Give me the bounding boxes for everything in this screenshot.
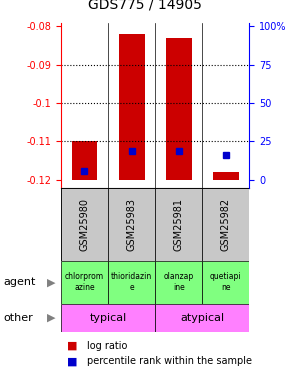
Text: other: other [3, 313, 33, 323]
Text: thioridazin
e: thioridazin e [111, 273, 152, 292]
Bar [155, 188, 202, 261]
Bar [61, 261, 108, 304]
Text: GSM25983: GSM25983 [127, 198, 137, 250]
Text: ▶: ▶ [46, 313, 55, 323]
Text: atypical: atypical [180, 313, 224, 323]
Text: ▶: ▶ [46, 277, 55, 287]
Bar [108, 188, 155, 261]
Text: ■: ■ [67, 340, 77, 351]
Bar [61, 188, 108, 261]
Bar [202, 188, 249, 261]
Text: percentile rank within the sample: percentile rank within the sample [87, 356, 252, 366]
Bar [213, 172, 239, 180]
Bar [61, 188, 249, 261]
Text: olanzap
ine: olanzap ine [164, 273, 194, 292]
Bar [166, 38, 192, 180]
Text: quetiapi
ne: quetiapi ne [210, 273, 242, 292]
Text: typical: typical [89, 313, 127, 323]
Text: log ratio: log ratio [87, 340, 127, 351]
Text: agent: agent [3, 277, 35, 287]
Text: GSM25980: GSM25980 [79, 198, 89, 250]
Bar [108, 261, 155, 304]
Text: chlorprom
azine: chlorprom azine [65, 273, 104, 292]
Text: GSM25982: GSM25982 [221, 198, 231, 250]
Text: GSM25981: GSM25981 [174, 198, 184, 250]
Bar [61, 304, 155, 332]
Text: ■: ■ [67, 356, 77, 366]
Bar [119, 34, 144, 180]
Bar [155, 304, 249, 332]
Text: GDS775 / 14905: GDS775 / 14905 [88, 0, 202, 11]
Bar [202, 261, 249, 304]
Bar [155, 261, 202, 304]
Bar [72, 141, 97, 180]
